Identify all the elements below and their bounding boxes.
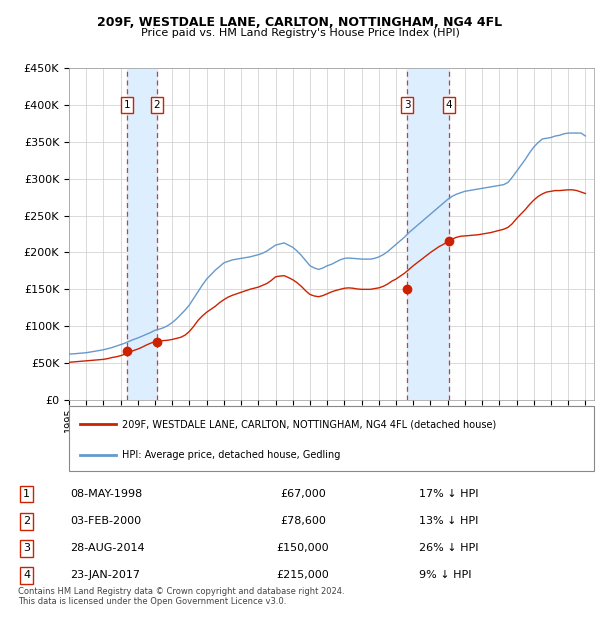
Text: 17% ↓ HPI: 17% ↓ HPI [419,489,479,499]
Text: £150,000: £150,000 [277,543,329,553]
Text: £67,000: £67,000 [280,489,326,499]
Text: Contains HM Land Registry data © Crown copyright and database right 2024.: Contains HM Land Registry data © Crown c… [18,587,344,596]
Text: 2: 2 [154,100,160,110]
Text: This data is licensed under the Open Government Licence v3.0.: This data is licensed under the Open Gov… [18,597,286,606]
Text: 4: 4 [445,100,452,110]
Text: 9% ↓ HPI: 9% ↓ HPI [419,570,472,580]
Text: 28-AUG-2014: 28-AUG-2014 [70,543,145,553]
Text: 1: 1 [23,489,30,499]
Text: Price paid vs. HM Land Registry's House Price Index (HPI): Price paid vs. HM Land Registry's House … [140,28,460,38]
Text: 1: 1 [124,100,130,110]
Text: 2: 2 [23,516,30,526]
Bar [127,68,157,400]
Text: 4: 4 [23,570,30,580]
Text: £78,600: £78,600 [280,516,326,526]
Text: 209F, WESTDALE LANE, CARLTON, NOTTINGHAM, NG4 4FL (detached house): 209F, WESTDALE LANE, CARLTON, NOTTINGHAM… [121,419,496,429]
Text: 26% ↓ HPI: 26% ↓ HPI [419,543,479,553]
Text: 3: 3 [23,543,30,553]
FancyBboxPatch shape [69,406,594,471]
Text: 13% ↓ HPI: 13% ↓ HPI [419,516,479,526]
Text: 3: 3 [404,100,411,110]
Bar [407,68,449,400]
Text: 08-MAY-1998: 08-MAY-1998 [70,489,142,499]
Text: 23-JAN-2017: 23-JAN-2017 [70,570,140,580]
Text: £215,000: £215,000 [277,570,329,580]
Text: 209F, WESTDALE LANE, CARLTON, NOTTINGHAM, NG4 4FL: 209F, WESTDALE LANE, CARLTON, NOTTINGHAM… [97,16,503,29]
Text: 03-FEB-2000: 03-FEB-2000 [70,516,142,526]
Text: HPI: Average price, detached house, Gedling: HPI: Average price, detached house, Gedl… [121,450,340,460]
